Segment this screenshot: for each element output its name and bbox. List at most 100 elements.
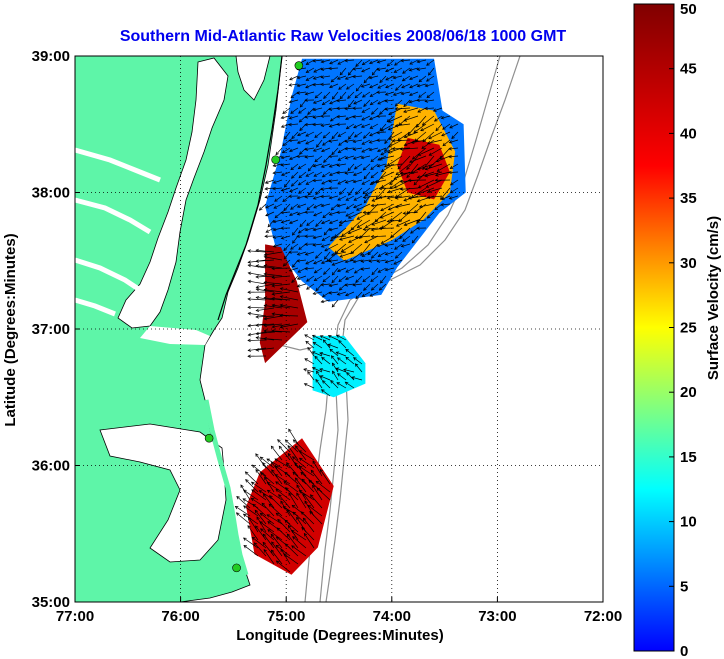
chart-title: Southern Mid-Atlantic Raw Velocities 200… <box>120 28 567 45</box>
velocity-arrow <box>275 481 291 493</box>
velocity-arrow <box>439 147 451 160</box>
velocity-arrowhead <box>292 536 296 540</box>
velocity-arrow <box>292 511 307 525</box>
velocity-arrow <box>273 203 283 209</box>
velocity-arrow <box>388 203 403 211</box>
velocity-arrowhead <box>263 272 268 276</box>
velocity-arrow <box>371 267 379 275</box>
velocity-arrow <box>291 131 299 139</box>
velocity-arrow <box>303 517 315 533</box>
velocity-arrow <box>264 477 275 493</box>
velocity-arrowhead <box>272 163 277 168</box>
velocity-arrow <box>297 203 307 208</box>
velocity-arrow <box>291 171 299 179</box>
velocity-arrow <box>305 227 315 231</box>
velocity-arrow <box>411 235 419 244</box>
velocity-arrowhead <box>305 181 310 185</box>
x-axis-label: Longitude (Degrees:Minutes) <box>236 627 444 644</box>
velocity-arrowhead <box>272 180 277 184</box>
velocity-arrowhead <box>280 172 285 177</box>
velocity-arrowhead <box>336 292 341 296</box>
velocity-arrowhead <box>435 159 440 163</box>
velocity-arrow <box>411 139 427 144</box>
velocity-arrowhead <box>284 439 289 443</box>
colorbar-ticks: 0 5 10 15 20 25 30 35 40 45 50 <box>669 1 697 659</box>
velocity-arrowhead <box>327 343 332 347</box>
velocity-arrow <box>292 235 299 244</box>
velocity-arrowhead <box>344 116 349 121</box>
velocity-arrow <box>388 115 403 123</box>
velocity-arrow <box>281 171 291 176</box>
velocity-arrowhead <box>416 199 421 203</box>
velocity-arrow <box>283 481 299 493</box>
velocity-arrow <box>414 131 427 142</box>
velocity-arrowhead <box>298 110 302 114</box>
velocity-arrowhead <box>386 219 391 224</box>
velocity-arrowhead <box>267 529 271 533</box>
velocity-arrowhead <box>288 100 293 104</box>
velocity-arrow <box>377 67 387 71</box>
velocity-arrow <box>264 281 283 285</box>
velocity-arrowhead <box>336 98 340 103</box>
velocity-arrowhead <box>266 458 271 462</box>
velocity-arrow <box>305 115 315 118</box>
velocity-arrow <box>287 533 299 549</box>
velocity-arrow <box>337 171 347 174</box>
velocity-arrowhead <box>330 207 335 211</box>
velocity-arrowhead <box>328 227 333 232</box>
velocity-arrow <box>417 67 427 70</box>
velocity-arrowhead <box>329 348 334 353</box>
velocity-arrow <box>264 323 283 327</box>
velocity-arrow <box>362 251 371 257</box>
velocity-arrowhead <box>425 184 430 188</box>
velocity-arrowhead <box>284 543 289 547</box>
velocity-arrow <box>449 155 459 158</box>
velocity-arrowhead <box>328 139 333 143</box>
velocity-arrowhead <box>441 196 445 201</box>
velocity-arrowhead <box>352 172 357 176</box>
velocity-arrowhead <box>384 252 389 256</box>
velocity-arrow <box>402 67 411 74</box>
velocity-arrow <box>306 59 315 65</box>
velocity-arrowhead <box>409 61 413 65</box>
velocity-arrow <box>394 67 403 73</box>
velocity-arrowhead <box>376 243 381 248</box>
speed-region-chesapeake-mouth <box>259 244 308 364</box>
velocity-arrowhead <box>288 250 292 254</box>
velocity-arrowhead <box>408 159 413 164</box>
velocity-arrow <box>290 91 299 98</box>
velocity-arrowhead <box>330 355 335 359</box>
velocity-arrow <box>298 227 307 234</box>
velocity-arrowhead <box>370 203 375 208</box>
velocity-arrowhead <box>388 111 392 116</box>
velocity-arrowhead <box>409 85 413 89</box>
velocity-arrow <box>305 171 315 177</box>
velocity-arrow <box>356 83 363 92</box>
velocity-arrow <box>403 107 419 113</box>
velocity-arrow <box>305 155 315 158</box>
velocity-arrowhead <box>320 260 325 264</box>
velocity-arrow <box>421 139 435 149</box>
velocity-arrow <box>334 243 347 254</box>
velocity-arrowhead <box>360 155 365 160</box>
velocity-arrowhead <box>242 498 247 502</box>
velocity-arrow <box>266 514 283 525</box>
velocity-arrowhead <box>337 373 341 377</box>
velocity-arrowhead <box>283 135 288 140</box>
velocity-arrow <box>348 131 355 140</box>
velocity-arrowhead <box>304 242 308 246</box>
velocity-arrowhead <box>254 509 259 514</box>
velocity-arrow <box>363 195 379 198</box>
velocity-arrow <box>369 259 379 262</box>
velocity-arrowhead <box>428 152 433 156</box>
velocity-arrow <box>273 235 283 239</box>
velocity-arrow <box>356 203 371 211</box>
velocity-arrow <box>332 259 347 266</box>
velocity-arrowhead <box>309 494 314 498</box>
velocity-arrow <box>323 339 331 349</box>
velocity-arrowhead <box>315 480 320 485</box>
velocity-arrowhead <box>377 269 382 273</box>
velocity-arrowhead <box>337 157 342 161</box>
velocity-arrowhead <box>247 311 252 316</box>
velocity-arrowhead <box>379 111 383 115</box>
